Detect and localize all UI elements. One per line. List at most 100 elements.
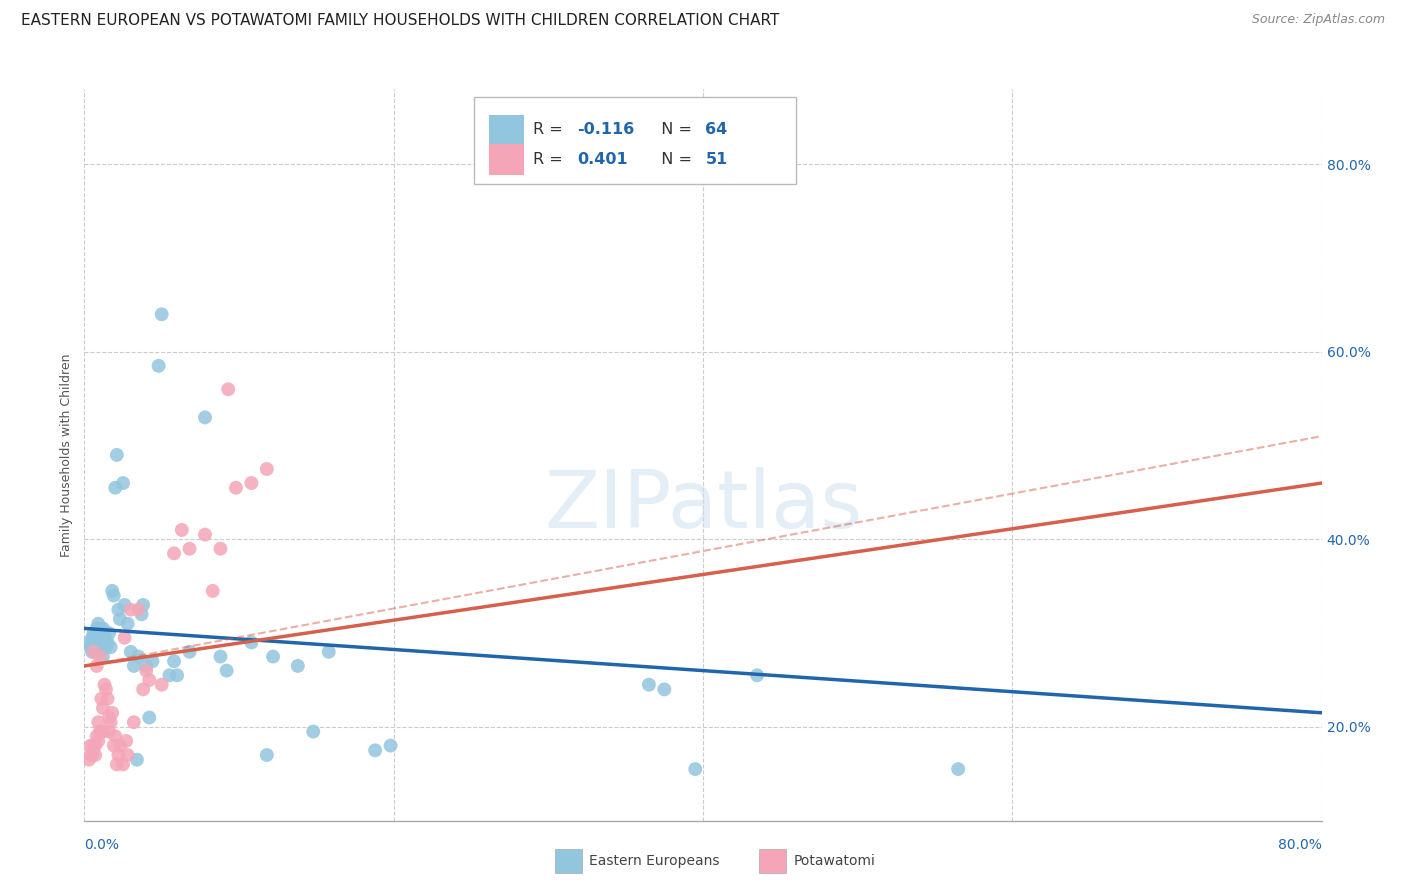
Point: [652, 682, 675, 697]
Point: [93, 631, 115, 645]
Point: [141, 654, 163, 668]
Point: [148, 359, 170, 373]
Point: [86, 645, 108, 659]
Text: N =: N =: [651, 153, 697, 167]
Point: [138, 673, 160, 687]
Point: [83, 635, 105, 649]
Text: 0.401: 0.401: [576, 153, 627, 167]
Y-axis label: Family Households with Children: Family Households with Children: [60, 353, 73, 557]
Point: [107, 602, 129, 616]
Point: [125, 753, 148, 767]
Point: [90, 691, 112, 706]
Point: [96, 691, 118, 706]
Point: [89, 621, 111, 635]
Point: [107, 747, 129, 762]
Point: [194, 527, 217, 541]
Point: [135, 664, 157, 678]
Point: [262, 649, 284, 664]
Text: 0.0%: 0.0%: [84, 838, 120, 852]
Point: [114, 631, 136, 645]
Point: [87, 616, 110, 631]
Point: [101, 583, 124, 598]
Point: [302, 724, 325, 739]
Text: N =: N =: [651, 122, 697, 137]
Point: [90, 635, 112, 649]
Point: [120, 602, 142, 616]
Point: [84, 739, 107, 753]
Point: [685, 762, 707, 776]
Point: [87, 734, 110, 748]
Point: [90, 724, 112, 739]
Point: [201, 583, 224, 598]
Text: 64: 64: [706, 122, 728, 137]
Text: -0.116: -0.116: [576, 122, 634, 137]
Point: [131, 607, 153, 622]
Point: [103, 739, 125, 753]
Point: [209, 541, 232, 556]
Text: 51: 51: [706, 153, 728, 167]
Point: [91, 621, 114, 635]
Text: R =: R =: [533, 122, 568, 137]
Point: [112, 476, 135, 491]
Point: [117, 747, 139, 762]
Text: ZIPatlas: ZIPatlas: [544, 467, 862, 545]
Point: [91, 649, 114, 664]
Point: [84, 631, 107, 645]
Text: Eastern Europeans: Eastern Europeans: [589, 854, 720, 868]
Point: [104, 729, 127, 743]
Point: [120, 645, 142, 659]
Point: [225, 481, 247, 495]
Point: [209, 649, 232, 664]
Point: [82, 631, 104, 645]
Point: [946, 762, 969, 776]
Text: 80.0%: 80.0%: [1278, 838, 1322, 852]
Point: [82, 645, 104, 659]
Point: [637, 678, 661, 692]
Point: [170, 523, 193, 537]
Point: [380, 739, 402, 753]
Point: [91, 724, 114, 739]
Point: [93, 626, 115, 640]
Text: R =: R =: [533, 153, 568, 167]
Point: [101, 706, 124, 720]
Point: [86, 729, 108, 743]
Point: [150, 307, 173, 321]
Point: [163, 654, 186, 668]
Point: [105, 757, 128, 772]
Point: [100, 715, 122, 730]
Point: [84, 747, 107, 762]
Point: [86, 659, 108, 673]
Point: [159, 668, 180, 682]
Point: [94, 682, 117, 697]
Point: [240, 476, 263, 491]
FancyBboxPatch shape: [759, 849, 786, 872]
Point: [108, 612, 131, 626]
Point: [240, 635, 263, 649]
Point: [256, 462, 278, 476]
Point: [98, 710, 121, 724]
Point: [77, 635, 100, 649]
Point: [98, 724, 121, 739]
Point: [89, 640, 111, 655]
Point: [90, 626, 112, 640]
Point: [108, 739, 131, 753]
Point: [122, 659, 145, 673]
Point: [89, 649, 111, 664]
Point: [100, 640, 122, 655]
Point: [79, 747, 101, 762]
Point: [217, 382, 239, 396]
Text: Source: ZipAtlas.com: Source: ZipAtlas.com: [1251, 13, 1385, 27]
Point: [83, 739, 105, 753]
Point: [84, 640, 107, 655]
Point: [112, 757, 135, 772]
Point: [179, 541, 201, 556]
Point: [179, 645, 201, 659]
Point: [79, 640, 101, 655]
Point: [166, 668, 188, 682]
Point: [117, 616, 139, 631]
Point: [132, 682, 155, 697]
Point: [86, 621, 108, 635]
Point: [104, 481, 127, 495]
Point: [256, 747, 278, 762]
FancyBboxPatch shape: [474, 96, 796, 185]
